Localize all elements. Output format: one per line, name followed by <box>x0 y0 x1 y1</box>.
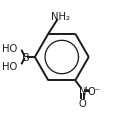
Text: O: O <box>78 98 86 108</box>
Text: B: B <box>21 53 29 62</box>
Text: O⁻: O⁻ <box>87 86 100 96</box>
Text: N: N <box>78 86 86 96</box>
Text: +: + <box>82 85 88 93</box>
Text: NH₂: NH₂ <box>51 12 70 22</box>
Text: HO: HO <box>3 61 18 71</box>
Text: HO: HO <box>3 44 18 54</box>
